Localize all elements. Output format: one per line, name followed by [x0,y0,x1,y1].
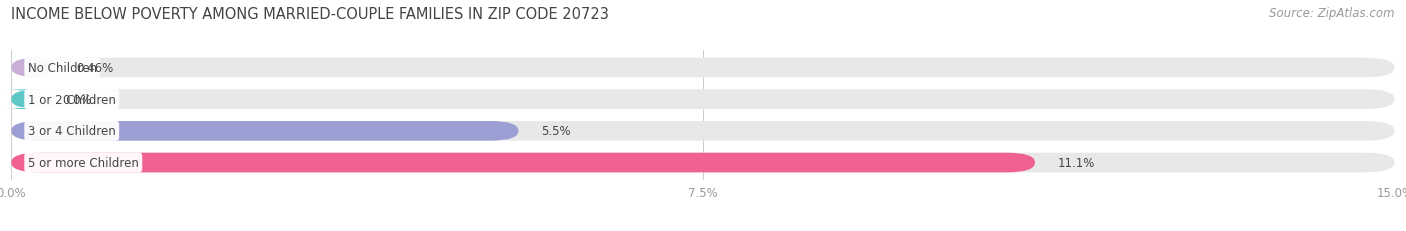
FancyBboxPatch shape [11,153,1395,173]
FancyBboxPatch shape [11,153,1035,173]
Text: 11.1%: 11.1% [1059,156,1095,169]
FancyBboxPatch shape [11,58,1395,78]
Text: 0.0%: 0.0% [62,93,91,106]
Text: 0.46%: 0.46% [77,62,114,75]
Text: Source: ZipAtlas.com: Source: ZipAtlas.com [1270,7,1395,20]
FancyBboxPatch shape [6,90,39,109]
FancyBboxPatch shape [11,122,1395,141]
Text: 5 or more Children: 5 or more Children [28,156,139,169]
Text: No Children: No Children [28,62,97,75]
Text: 5.5%: 5.5% [541,125,571,138]
Text: 3 or 4 Children: 3 or 4 Children [28,125,115,138]
FancyBboxPatch shape [11,58,53,78]
FancyBboxPatch shape [11,122,519,141]
Text: INCOME BELOW POVERTY AMONG MARRIED-COUPLE FAMILIES IN ZIP CODE 20723: INCOME BELOW POVERTY AMONG MARRIED-COUPL… [11,7,609,22]
FancyBboxPatch shape [11,90,1395,109]
Text: 1 or 2 Children: 1 or 2 Children [28,93,115,106]
